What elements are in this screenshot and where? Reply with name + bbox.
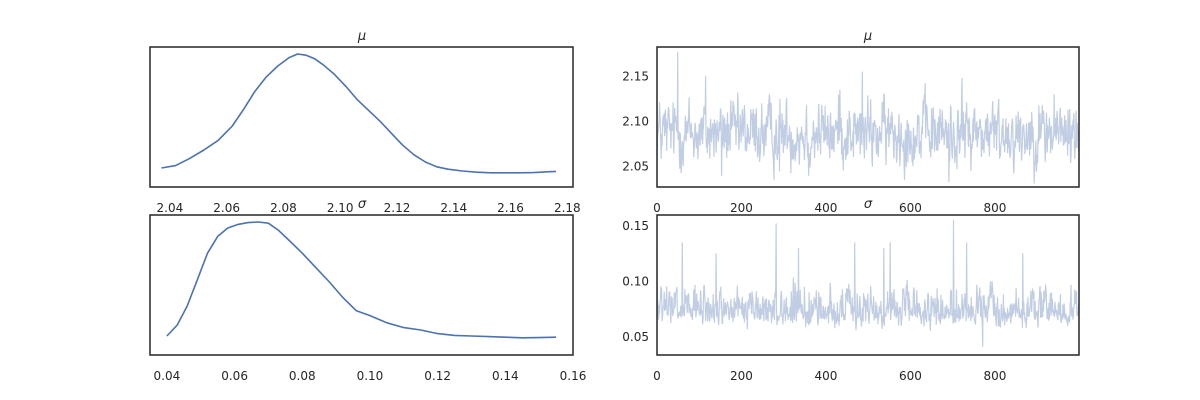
sigma-trace-x-axis: 0 200 400 600 800 [653, 369, 1006, 383]
mu-kde-x-tick-label: 2.06 [213, 201, 240, 215]
mu-kde-frame [149, 46, 574, 188]
sigma-trace-panel: σ 0 200 400 600 800 0.05 0.10 0.15 [622, 197, 1080, 383]
mu-kde-density-line [161, 53, 557, 174]
sigma-kde-x-tick-label: 0.12 [424, 369, 451, 383]
mu-trace-x-axis: 0 200 400 600 800 [653, 201, 1006, 215]
mu-trace-frame [656, 46, 1080, 188]
sigma-trace-x-tick-label: 400 [815, 369, 838, 383]
mu-trace-title: μ [863, 29, 872, 44]
sigma-trace-y-tick-label: 0.05 [622, 330, 649, 344]
sigma-trace-x-tick-label: 200 [730, 369, 753, 383]
mu-trace-x-tick-label: 800 [983, 201, 1006, 215]
sigma-trace-title: σ [864, 197, 873, 212]
sigma-kde-x-tick-label: 0.08 [289, 369, 316, 383]
mu-kde-x-tick-label: 2.04 [157, 201, 184, 215]
sigma-trace-plot-area [656, 220, 1080, 347]
mu-trace-panel: μ 0 200 400 600 800 2.05 2.10 2.15 [622, 29, 1080, 215]
sigma-kde-density-line [166, 221, 557, 339]
mu-trace-x-tick-label: 200 [730, 201, 753, 215]
mu-kde-x-tick-label: 2.10 [327, 201, 354, 215]
sigma-trace-x-tick-label: 600 [899, 369, 922, 383]
mu-trace-y-tick-label: 2.10 [622, 114, 649, 128]
sigma-trace-x-tick-label: 0 [653, 369, 661, 383]
sigma-kde-title: σ [358, 197, 367, 212]
sigma-kde-x-tick-label: 0.14 [492, 369, 519, 383]
mu-trace-y-tick-label: 2.05 [622, 159, 649, 173]
mu-trace-x-tick-label: 600 [899, 201, 922, 215]
mu-kde-x-tick-label: 2.14 [440, 201, 467, 215]
mu-trace-plot-area [656, 51, 1080, 184]
sigma-kde-frame [149, 214, 574, 356]
mu-trace-y-tick-label: 2.15 [622, 70, 649, 84]
sigma-trace-x-tick-label: 800 [983, 369, 1006, 383]
mu-kde-x-tick-label: 2.08 [270, 201, 297, 215]
mu-kde-x-tick-label: 2.12 [384, 201, 411, 215]
sigma-kde-x-tick-label: 0.16 [560, 369, 587, 383]
sigma-trace-y-tick-label: 0.15 [622, 219, 649, 233]
mu-kde-plot-area [161, 53, 557, 174]
mu-kde-title: μ [357, 29, 366, 44]
mu-kde-x-axis: 2.04 2.06 2.08 2.10 2.12 2.14 2.16 2.18 [157, 201, 581, 215]
sigma-trace-y-tick-label: 0.10 [622, 275, 649, 289]
mu-trace-sample-line [656, 51, 1080, 184]
sigma-kde-x-tick-label: 0.10 [357, 369, 384, 383]
mu-trace-x-tick-label: 400 [815, 201, 838, 215]
sigma-kde-x-tick-label: 0.04 [154, 369, 181, 383]
mu-trace-y-axis: 2.05 2.10 2.15 [622, 70, 649, 174]
mu-trace-x-tick-label: 0 [653, 201, 661, 215]
sigma-trace-sample-line [656, 220, 1080, 347]
sigma-kde-plot-area [166, 221, 557, 339]
sigma-trace-frame [656, 214, 1080, 356]
mu-kde-x-tick-label: 2.16 [497, 201, 524, 215]
mu-kde-panel: μ 2.04 2.06 2.08 2.10 2.12 2.14 2.16 2.18 [149, 29, 581, 215]
sigma-trace-y-axis: 0.05 0.10 0.15 [622, 219, 649, 344]
sigma-kde-panel: σ 0.04 0.06 0.08 0.10 0.12 0.14 0.16 [149, 197, 587, 383]
mu-kde-x-tick-label: 2.18 [554, 201, 581, 215]
sigma-kde-x-tick-label: 0.06 [221, 369, 248, 383]
sigma-kde-x-axis: 0.04 0.06 0.08 0.10 0.12 0.14 0.16 [154, 369, 587, 383]
